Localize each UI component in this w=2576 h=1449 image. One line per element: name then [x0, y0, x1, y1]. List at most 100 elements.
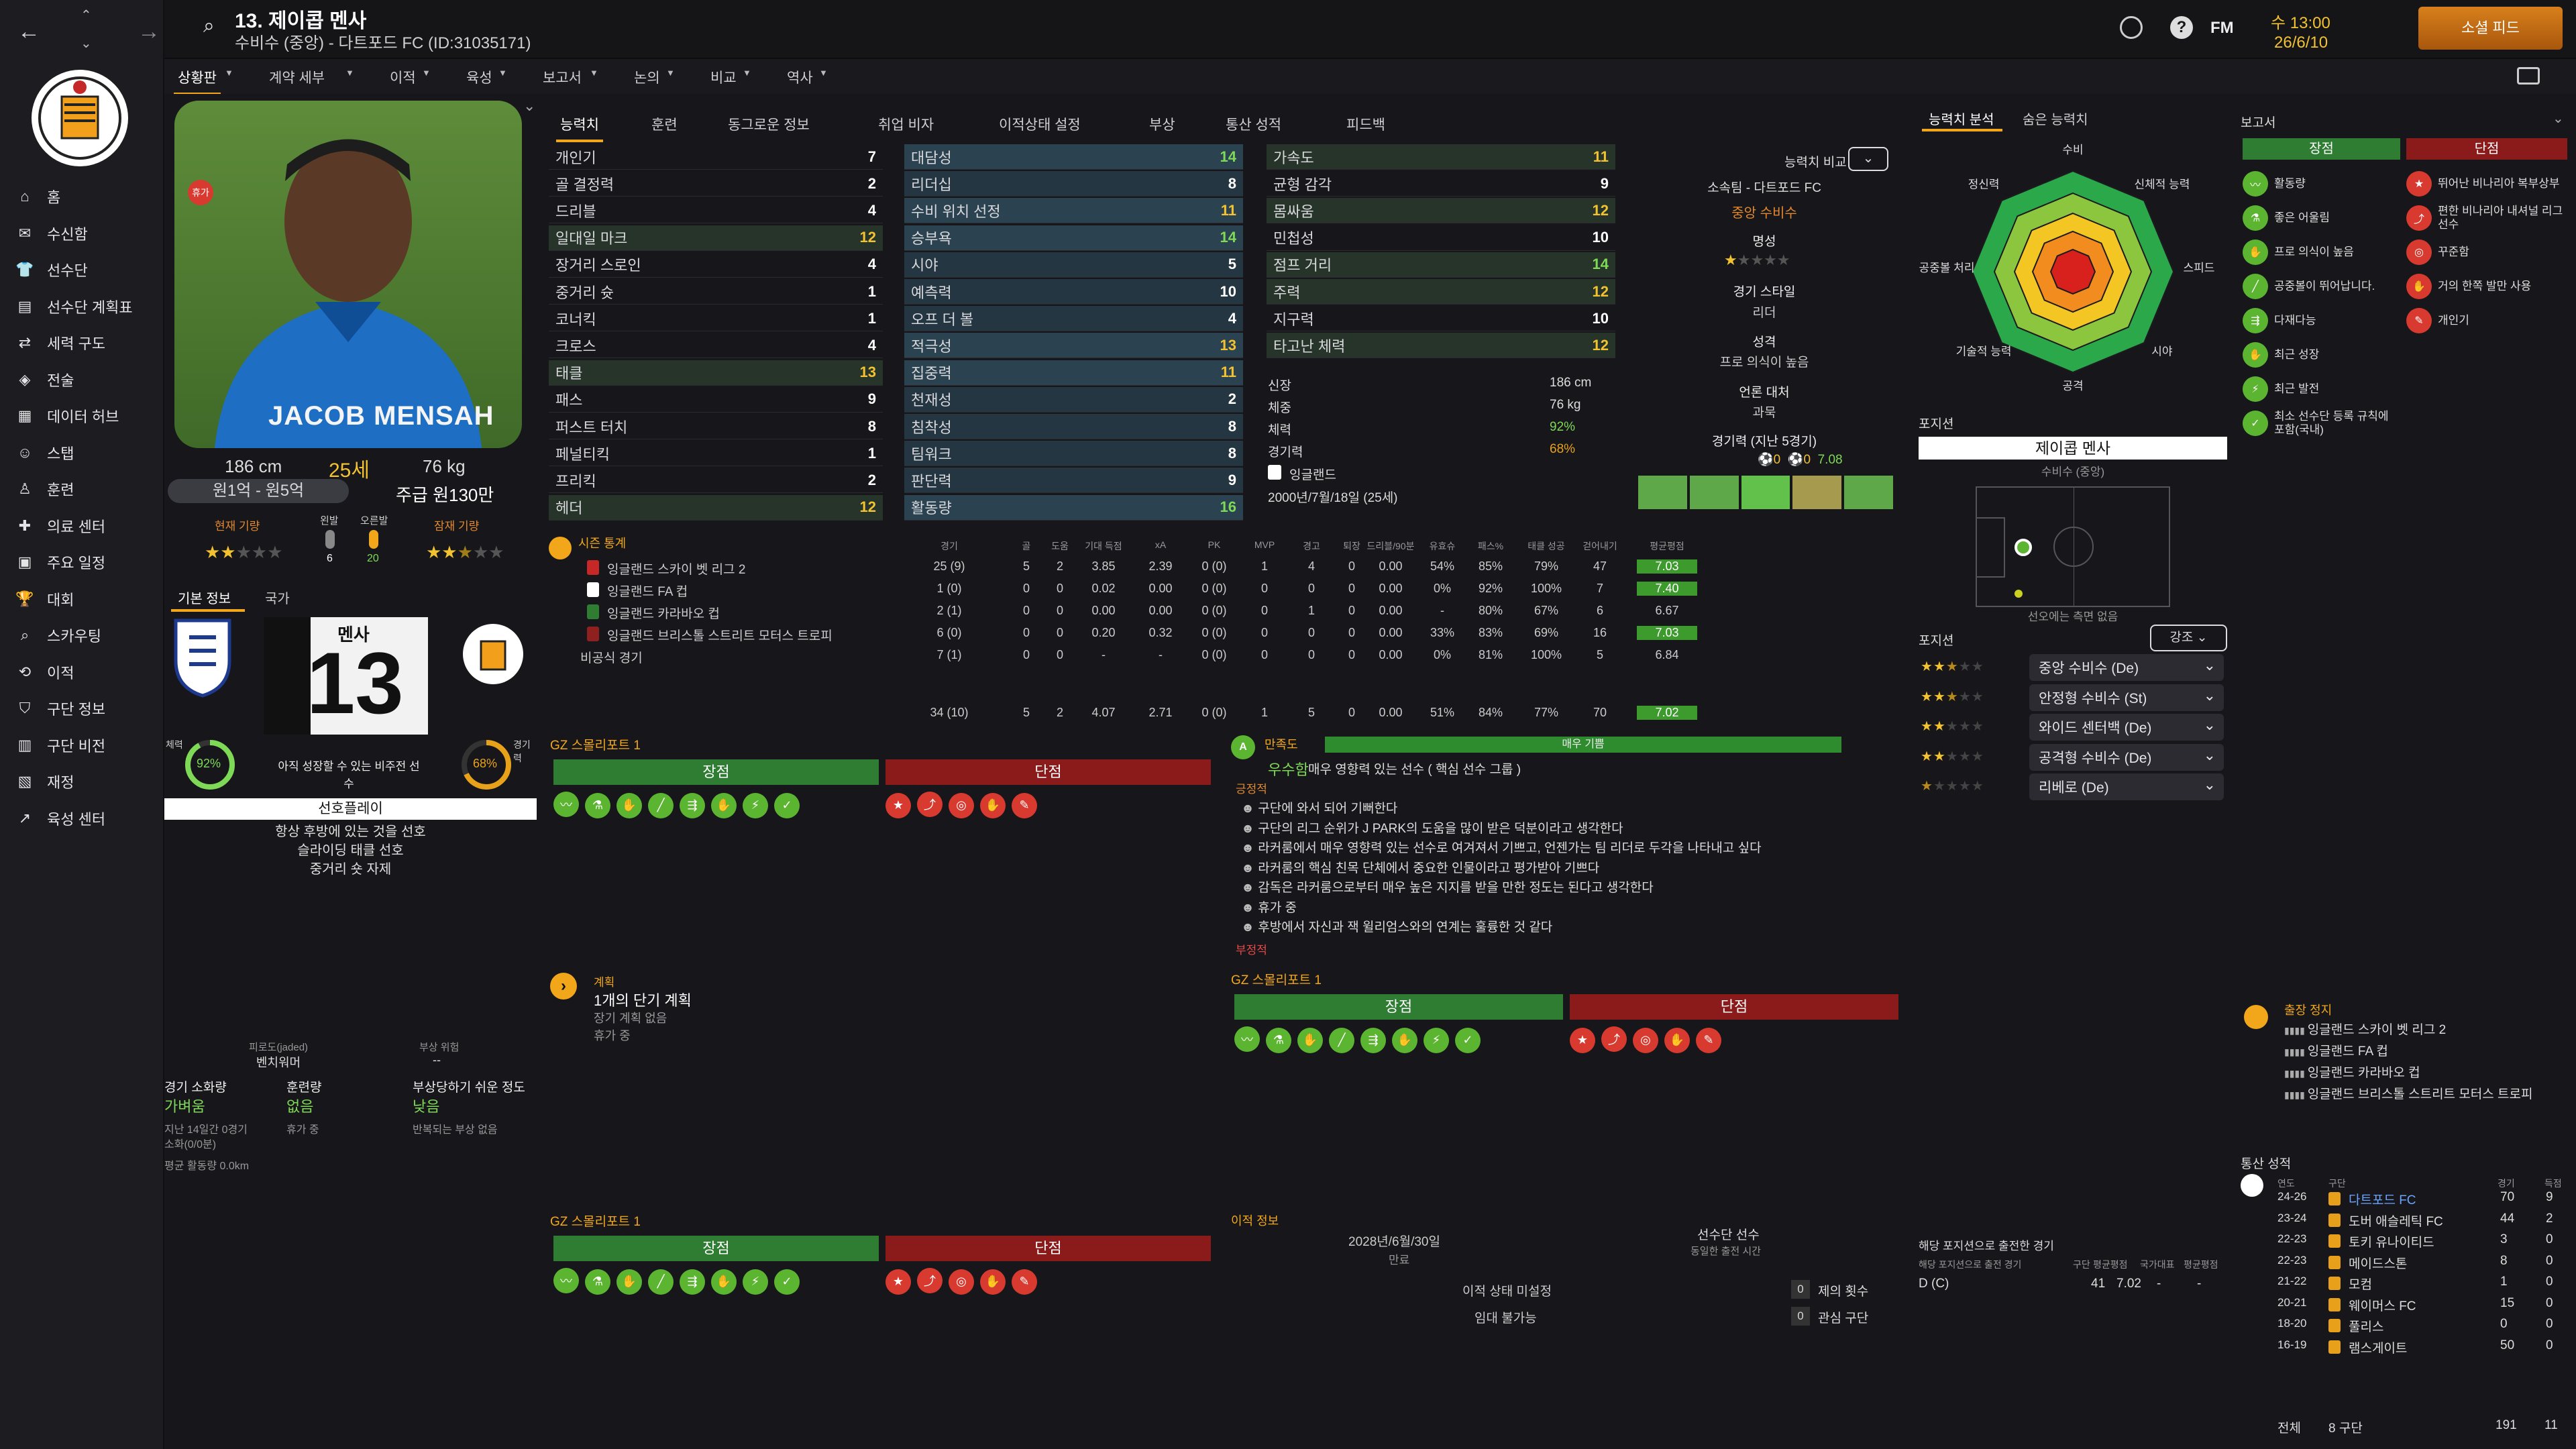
attribute-row[interactable]: 민첩성 10 — [1267, 225, 1615, 251]
report-title[interactable]: GZ 스몰리포트 1 — [550, 739, 641, 753]
weakness-icon[interactable]: ✎ — [1696, 1027, 1721, 1053]
scout-item[interactable]: ✎ 개인기 — [2406, 305, 2567, 337]
sidebar-item[interactable]: ✉ 수신함 — [15, 217, 88, 250]
attribute-row[interactable]: 승부욕 14 — [904, 225, 1243, 251]
role-dropdown[interactable]: 안정형 수비수 (St) ⌄ — [2029, 684, 2224, 711]
weakness-icon[interactable]: ◎ — [949, 1269, 974, 1295]
main-tab[interactable]: 능력치 — [556, 114, 603, 142]
sidebar-item[interactable]: ⇄ 세력 구도 — [15, 326, 105, 360]
scout-item[interactable]: ⇶ 다재다능 — [2243, 305, 2400, 337]
strength-icon[interactable]: ✋ — [711, 792, 737, 818]
weakness-icon[interactable]: ◎ — [949, 792, 974, 818]
club-crest-icon[interactable] — [30, 64, 130, 172]
weakness-icon[interactable]: ✎ — [1012, 1269, 1037, 1295]
main-tab[interactable]: 부상 — [1149, 117, 1175, 133]
scout-item[interactable]: ⚡ 최근 발전 — [2243, 373, 2400, 405]
role-row[interactable]: ★★★★★ 와이드 센터백 (De) ⌄ — [1915, 714, 2231, 741]
career-club[interactable]: 도버 애슬레틱 FC — [2349, 1214, 2443, 1229]
role-row[interactable]: ★★★★★ 리베로 (De) ⌄ — [1915, 773, 2231, 800]
main-tab[interactable]: 취업 비자 — [878, 117, 934, 133]
attribute-row[interactable]: 크로스 4 — [549, 333, 883, 359]
sidebar-item[interactable]: ↗ 육성 센터 — [15, 802, 105, 835]
role-dropdown[interactable]: 리베로 (De) ⌄ — [2029, 773, 2224, 800]
weakness-icon[interactable]: ⤴ — [1601, 1026, 1627, 1052]
collapse-icon[interactable]: ⌄ — [2553, 111, 2564, 126]
weakness-icon[interactable]: ✋ — [980, 1269, 1006, 1295]
attribute-row[interactable]: 천재성 2 — [904, 386, 1243, 413]
strength-icon[interactable]: ╱ — [648, 1269, 674, 1295]
main-tab[interactable]: 동그로운 정보 — [728, 117, 810, 133]
subnav-tab[interactable]: 육성 — [466, 70, 492, 86]
attribute-row[interactable]: 타고난 체력 12 — [1267, 333, 1615, 359]
weakness-icon[interactable]: ✋ — [1664, 1027, 1690, 1053]
tab-nation[interactable]: 국가 — [265, 592, 290, 606]
attribute-row[interactable]: 코너킥 1 — [549, 306, 883, 332]
dynamics-title[interactable]: 만족도 — [1265, 738, 1298, 751]
strength-icon[interactable]: ✋ — [616, 1269, 642, 1295]
attribute-row[interactable]: 일대일 마크 12 — [549, 225, 883, 251]
suspension-title[interactable]: 출장 정지 — [2284, 1004, 2332, 1017]
sidebar-item[interactable]: ▦ 데이터 허브 — [15, 399, 119, 433]
sidebar-item[interactable]: ⌂ 홈 — [15, 180, 60, 213]
subnav-tab[interactable]: 상황판 — [174, 67, 221, 95]
strength-icon[interactable]: ✋ — [616, 792, 642, 818]
history-up-icon[interactable]: ⌃ — [80, 8, 92, 23]
scout-item[interactable]: ⤴ 편한 비나리아 내셔널 리그 선수 — [2406, 202, 2567, 234]
attribute-row[interactable]: 주력 12 — [1267, 279, 1615, 305]
help-icon[interactable]: ? — [2170, 16, 2193, 39]
subnav-tab[interactable]: 논의 — [634, 70, 660, 86]
plans-title[interactable]: 계획 — [594, 976, 615, 989]
competition-name[interactable]: 잉글랜드 브리스톨 스트리트 모터스 트로피 — [607, 629, 833, 643]
weakness-icon[interactable]: ⤴ — [917, 1268, 943, 1293]
attribute-row[interactable]: 패스 9 — [549, 387, 883, 413]
search-icon[interactable]: ⌕ — [203, 15, 215, 37]
attribute-row[interactable]: 팀워크 8 — [904, 441, 1243, 467]
career-club[interactable]: 램스게이트 — [2349, 1341, 2408, 1356]
strength-dropdown[interactable]: 강조 ⌄ — [2150, 625, 2227, 651]
history-down-icon[interactable]: ⌄ — [80, 36, 92, 51]
world-icon[interactable] — [2120, 16, 2143, 39]
scout-item[interactable]: ◎ 꾸준함 — [2406, 236, 2567, 268]
strength-icon[interactable]: ⚡ — [1424, 1027, 1449, 1053]
attribute-row[interactable]: 시야 5 — [904, 252, 1243, 278]
tab-basic-info[interactable]: 기본 정보 — [178, 592, 231, 606]
subnav-tab[interactable]: 비교 — [710, 70, 737, 86]
back-arrow-icon[interactable]: ← — [17, 19, 40, 44]
weakness-icon[interactable]: ⤴ — [917, 792, 943, 817]
season-title[interactable]: 시즌 통계 — [578, 537, 627, 550]
career-club[interactable]: 다트포드 FC — [2349, 1193, 2416, 1208]
attribute-row[interactable]: 오프 더 볼 4 — [904, 306, 1243, 332]
view-toggle-icon[interactable] — [2517, 67, 2540, 85]
strength-icon[interactable]: ⇶ — [680, 1269, 705, 1295]
sidebar-item[interactable]: ▧ 재정 — [15, 765, 74, 798]
weakness-icon[interactable]: ◎ — [1633, 1027, 1658, 1053]
subnav-tab[interactable]: 역사 — [787, 70, 813, 86]
scout-item[interactable]: ★ 뛰어난 비나리아 복부상부 — [2406, 168, 2567, 200]
strength-icon[interactable]: ✓ — [1455, 1027, 1481, 1053]
scout-item[interactable]: 〰 활동량 — [2243, 168, 2400, 200]
attribute-row[interactable]: 개인기 7 — [549, 144, 883, 170]
competition-name[interactable]: 비공식 경기 — [580, 651, 643, 665]
main-tab[interactable]: 피드백 — [1346, 117, 1385, 133]
strength-icon[interactable]: 〰 — [553, 792, 579, 817]
competition-name[interactable]: 잉글랜드 카라바오 컵 — [607, 607, 720, 621]
strength-icon[interactable]: ✓ — [774, 792, 800, 818]
scout-item[interactable]: ✋ 최근 성장 — [2243, 339, 2400, 371]
weakness-icon[interactable]: ✋ — [980, 792, 1006, 818]
attribute-row[interactable]: 예측력 10 — [904, 279, 1243, 305]
strength-icon[interactable]: ✋ — [1392, 1027, 1417, 1053]
subnav-tab[interactable]: 보고서 — [543, 70, 582, 86]
role-dropdown[interactable]: 공격형 수비수 (De) ⌄ — [2029, 743, 2224, 771]
attribute-row[interactable]: 점프 거리 14 — [1267, 252, 1615, 278]
strength-icon[interactable]: ⇶ — [1360, 1027, 1386, 1053]
fm-logo[interactable]: FM — [2210, 19, 2234, 37]
attribute-row[interactable]: 프리킥 2 — [549, 468, 883, 494]
strength-icon[interactable]: ⚗ — [585, 792, 610, 818]
strength-icon[interactable]: ✋ — [711, 1269, 737, 1295]
career-club[interactable]: 웨이머스 FC — [2349, 1299, 2416, 1313]
sidebar-item[interactable]: ◈ 전술 — [15, 363, 74, 396]
subnav-tab[interactable]: 이적 — [390, 70, 416, 86]
forward-arrow-icon[interactable]: → — [138, 19, 160, 44]
collapse-chevron-icon[interactable]: ⌄ — [523, 97, 536, 114]
main-tab[interactable]: 통산 성적 — [1226, 117, 1282, 133]
